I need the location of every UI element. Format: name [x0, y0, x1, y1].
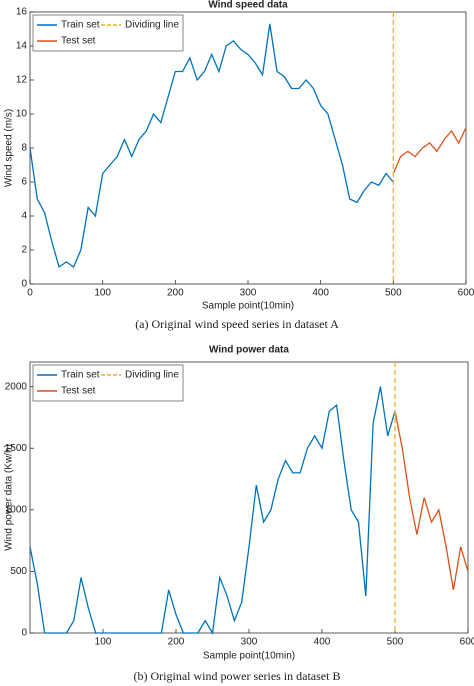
- plot-frame: [29, 361, 469, 634]
- x-tick-label: 600: [458, 288, 474, 299]
- legend-box: [32, 14, 184, 52]
- series-line: [394, 411, 469, 590]
- y-tick-label: 8: [21, 143, 27, 154]
- x-tick-label: 200: [168, 637, 185, 648]
- y-tick-label: 6: [21, 177, 27, 188]
- series-line: [29, 23, 394, 269]
- x-tick-label: 0: [27, 288, 33, 299]
- caption: (b) Original wind power series in datase…: [134, 669, 341, 683]
- chart-title: Wind speed data: [208, 0, 288, 11]
- x-tick-label: 200: [167, 288, 184, 299]
- legend-box: [32, 364, 184, 402]
- y-axis-label: Wind power data (Kw/h): [4, 444, 15, 551]
- caption: (a) Original wind speed series in datase…: [135, 317, 339, 331]
- x-tick-label: 400: [312, 288, 329, 299]
- x-axis-label: Sample point(10min): [202, 301, 294, 312]
- legend-label: Train set: [61, 20, 100, 31]
- x-tick-label: 500: [385, 288, 402, 299]
- series-line: [392, 127, 467, 174]
- x-tick-label: 100: [95, 637, 112, 648]
- legend-label: Test set: [61, 36, 96, 47]
- y-tick-label: 0: [21, 279, 27, 290]
- y-tick-label: 12: [16, 75, 28, 86]
- x-tick-label: 300: [240, 288, 257, 299]
- y-tick-label: 1000: [5, 504, 28, 515]
- y-tick-label: 2000: [5, 381, 28, 392]
- y-tick-label: 10: [16, 109, 28, 120]
- x-tick-label: 500: [387, 637, 404, 648]
- y-tick-label: 4: [21, 211, 27, 222]
- legend-label: Dividing line: [125, 370, 179, 381]
- legend-label: Test set: [61, 386, 96, 397]
- plot-frame: [29, 11, 467, 285]
- x-axis-label: Sample point(10min): [203, 651, 295, 662]
- y-tick-label: 2: [21, 245, 27, 256]
- series-line: [29, 386, 396, 635]
- x-tick-label: 600: [460, 637, 474, 648]
- y-tick-label: 500: [10, 566, 27, 577]
- x-tick-label: 100: [94, 288, 111, 299]
- x-tick-label: 400: [314, 637, 331, 648]
- legend-label: Dividing line: [125, 20, 179, 31]
- y-axis-label: Wind speed (m/s): [4, 109, 15, 187]
- x-tick-label: 300: [241, 637, 258, 648]
- y-tick-label: 14: [16, 41, 28, 52]
- legend-label: Train set: [61, 370, 100, 381]
- y-tick-label: 1500: [5, 443, 28, 454]
- chart-title: Wind power data: [209, 345, 289, 356]
- y-tick-label: 16: [16, 7, 28, 18]
- y-tick-label: 0: [21, 628, 27, 639]
